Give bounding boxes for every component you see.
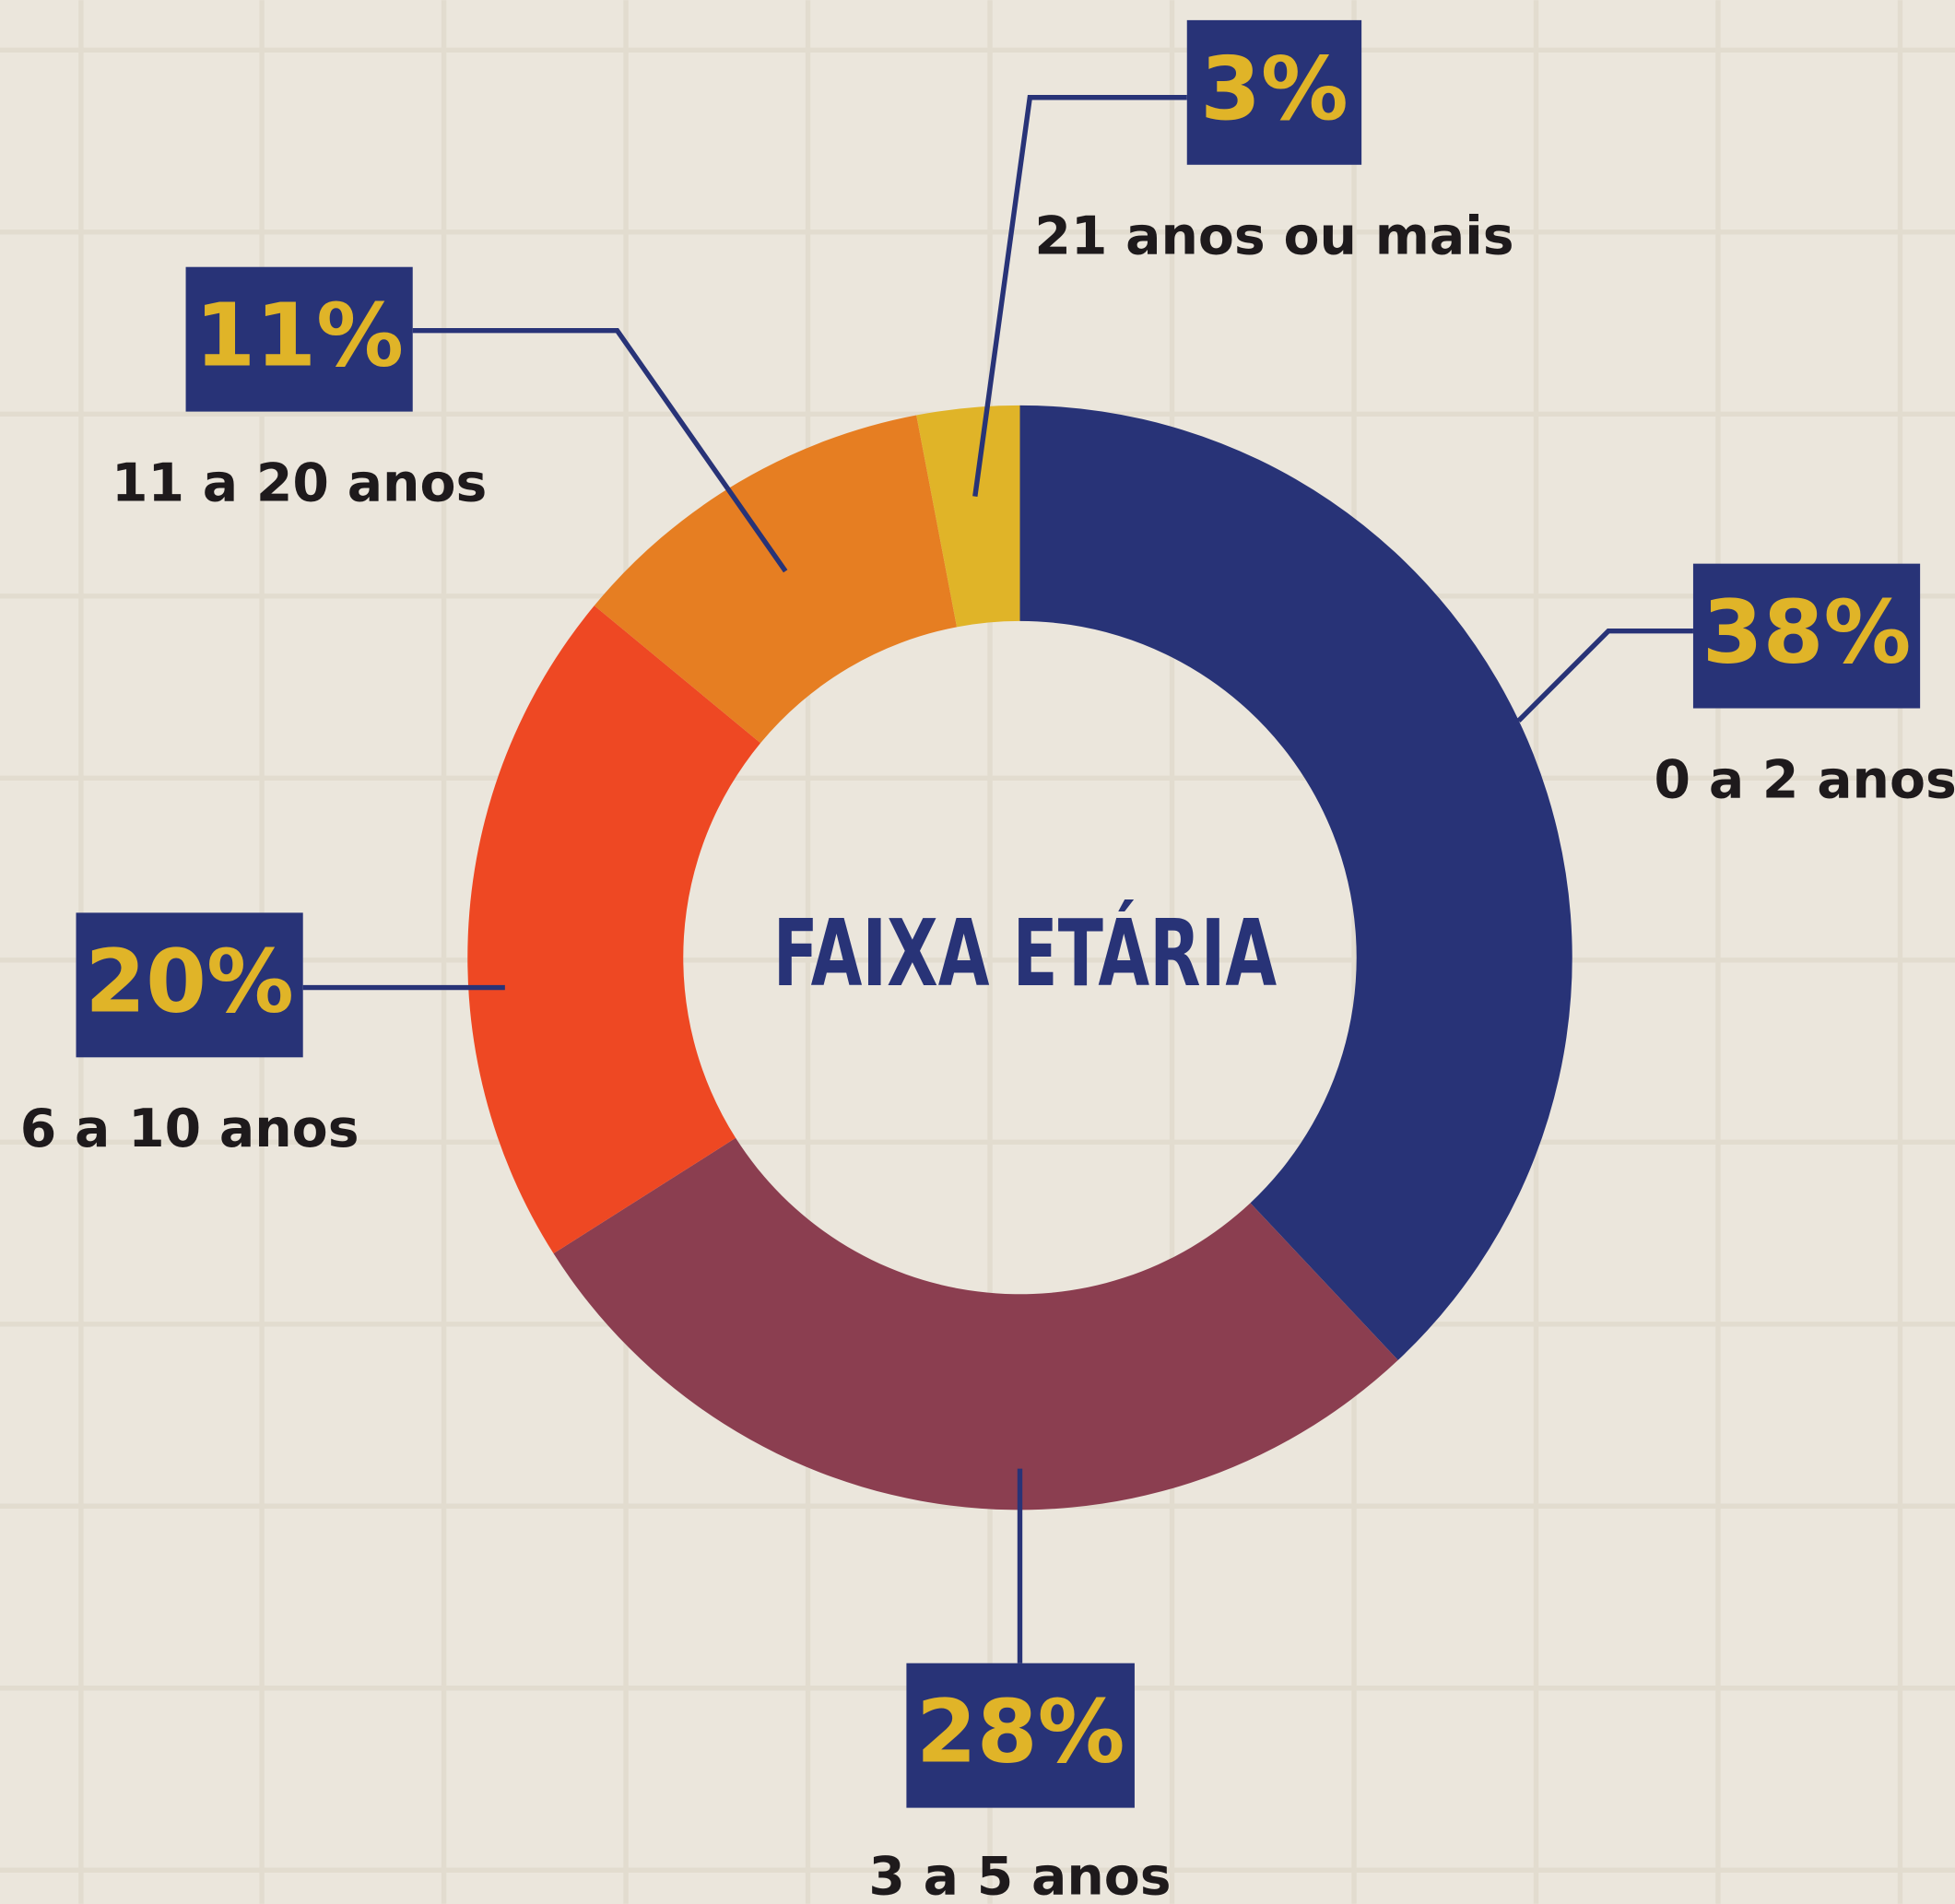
donut-slice	[1019, 405, 1572, 1360]
category-label: 11 a 20 anos	[112, 452, 487, 513]
category-label: 0 a 2 anos	[1655, 749, 1955, 810]
category-label: 6 a 10 anos	[20, 1099, 359, 1159]
labels: 38% 0 a 2 anos 28% 3 a 5 anos 20% 6 a 10 anos…	[20, 19, 1955, 1904]
donut-slice	[553, 1137, 1398, 1510]
label-box	[185, 266, 413, 412]
label-box	[906, 1663, 1135, 1808]
value-label: 11%	[194, 286, 404, 387]
chart-title: FAIXA ETÁRIA	[773, 899, 1278, 1007]
category-label: 3 a 5 anos	[868, 1847, 1171, 1904]
donut-slice	[467, 605, 761, 1254]
value-label: 28%	[916, 1682, 1125, 1783]
value-label: 38%	[1702, 582, 1912, 684]
donut-slice	[594, 415, 958, 744]
category-label: 21 anos ou mais	[1034, 206, 1513, 267]
label-box	[1692, 563, 1921, 709]
label-box	[76, 912, 303, 1058]
value-label: 20%	[85, 931, 294, 1032]
leader-line	[1516, 628, 1693, 723]
label-box	[1186, 19, 1362, 165]
donut	[467, 405, 1572, 1510]
leader-line	[972, 95, 1187, 497]
donut-slice	[916, 405, 1020, 628]
value-label: 3%	[1200, 39, 1348, 140]
leader-line	[412, 327, 788, 573]
